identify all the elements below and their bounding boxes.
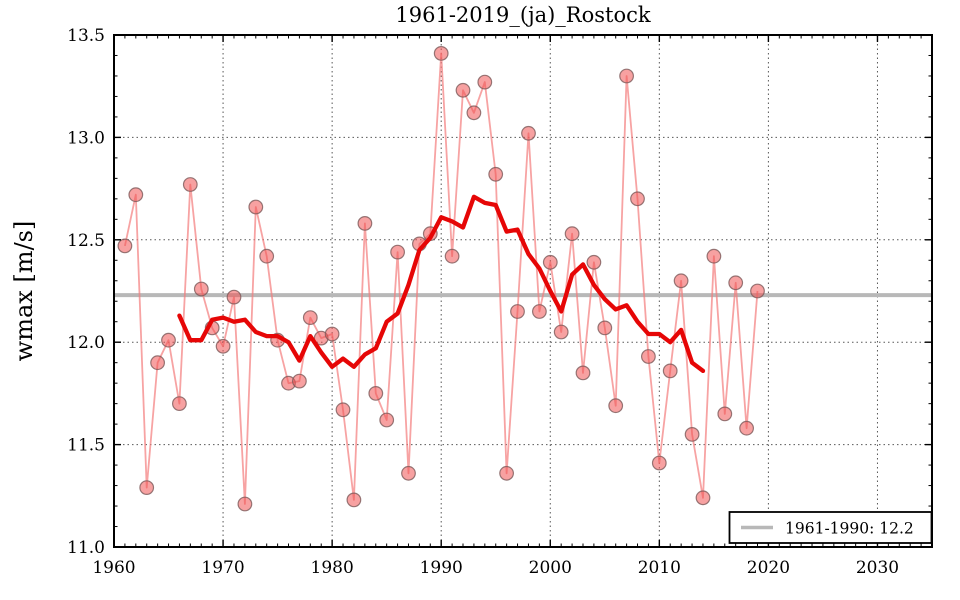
annual-series-marker (368, 386, 384, 401)
annual-series-marker (641, 349, 656, 364)
annual-series-marker (171, 396, 187, 412)
annual-series-marker (139, 480, 155, 496)
annual-series-marker (324, 326, 340, 342)
y-tick-label: 11.5 (67, 436, 105, 456)
annual-series-marker (477, 74, 493, 90)
annual-series-marker (597, 320, 613, 336)
annual-series-marker (553, 324, 569, 340)
annual-series-marker (739, 420, 754, 436)
annual-series-marker (673, 273, 689, 289)
annual-series-marker (532, 304, 547, 319)
legend-label: 1961-1990: 12.2 (785, 520, 914, 538)
annual-series-marker (161, 332, 176, 348)
annual-series-marker (521, 125, 536, 141)
axis-spines (113, 34, 933, 548)
annual-series-marker (259, 248, 275, 264)
annual-series-marker (357, 215, 373, 231)
x-tick-label: 2010 (638, 558, 681, 578)
annual-series-marker (379, 412, 395, 428)
annual-series-marker (706, 248, 722, 264)
annual-series-marker (510, 304, 525, 319)
annual-series-marker (215, 338, 231, 354)
x-tick-label: 1990 (420, 558, 463, 578)
annual-series-marker (564, 226, 580, 242)
annual-series-marker (117, 238, 133, 254)
x-tick-label: 1970 (201, 558, 244, 578)
annual-series-marker (433, 46, 449, 61)
running-mean-line (177, 194, 706, 374)
y-tick-label: 12.5 (67, 231, 105, 251)
annual-series-marker (226, 289, 242, 305)
x-tick-label: 1960 (92, 558, 135, 578)
annual-series-marker (717, 406, 733, 422)
annual-series-marker (335, 402, 351, 418)
y-tick-label: 12.0 (67, 333, 105, 353)
annual-series-marker (455, 82, 471, 98)
annual-series-marker (466, 105, 482, 121)
annual-series-marker (575, 365, 591, 381)
x-tick-label: 2020 (747, 558, 790, 578)
x-tick-label: 2000 (529, 558, 572, 578)
annual-series-marker (630, 191, 645, 207)
annual-series-marker (128, 187, 144, 203)
annual-series-marker (444, 248, 460, 264)
annual-series-marker (346, 492, 362, 508)
y-tick-label: 13.5 (67, 26, 105, 46)
x-tick-label: 1980 (311, 558, 354, 578)
annual-series-marker (390, 244, 406, 260)
annual-series-marker (750, 283, 765, 299)
annual-series-marker (401, 465, 416, 481)
annual-series-marker (651, 455, 667, 471)
annual-series-marker (237, 496, 253, 512)
annual-series-marker (608, 398, 624, 414)
annual-series-marker (662, 363, 678, 379)
annual-series-marker (150, 355, 166, 371)
annual-series-marker (182, 177, 198, 192)
annual-series-marker (499, 465, 515, 481)
annual-series-marker (728, 275, 744, 291)
annual-series-marker (193, 281, 209, 297)
annual-series-marker (695, 490, 711, 506)
annual-series-marker (488, 166, 504, 182)
y-tick-label: 11.0 (67, 538, 105, 558)
annual-series-marker (619, 68, 634, 84)
chart-title: 1961-2019_(ja)_Rostock (395, 3, 650, 27)
annual-series-marker (586, 254, 602, 270)
annual-series-marker (292, 373, 307, 389)
y-tick-label: 13.0 (67, 128, 105, 148)
annual-series-marker (302, 310, 318, 326)
annual-series-marker (684, 427, 700, 442)
y-axis-label: wmax [m/s] (10, 221, 38, 362)
annual-series-marker (248, 199, 264, 215)
x-tick-label: 2030 (856, 558, 899, 578)
annual-series-marker (542, 254, 558, 270)
